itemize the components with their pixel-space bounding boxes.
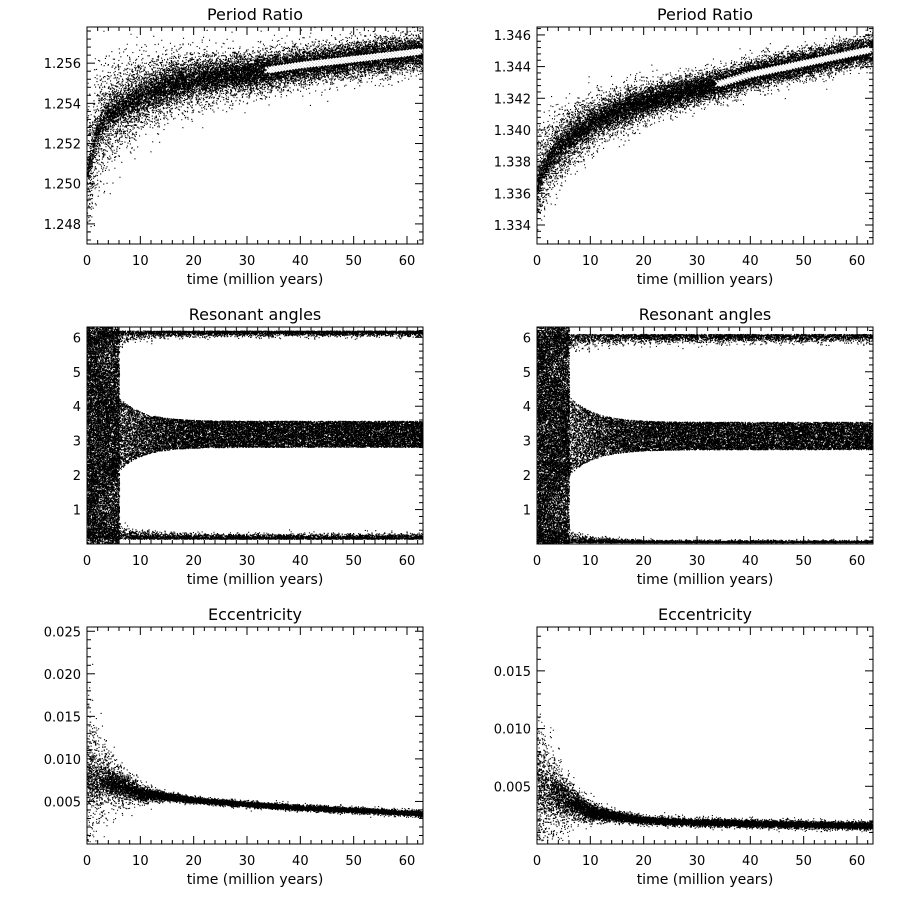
x-tick-label: 40 <box>742 254 759 269</box>
x-tick-label: 30 <box>239 254 256 269</box>
x-tick-label: 50 <box>795 854 812 869</box>
y-tick-label: 0.005 <box>494 780 531 795</box>
x-tick-label: 60 <box>849 854 866 869</box>
y-tick-label: 5 <box>73 366 81 381</box>
x-tick-label: 50 <box>345 554 362 569</box>
y-tick-label: 1.334 <box>494 219 531 234</box>
chart-title: Period Ratio <box>657 5 753 24</box>
x-tick-label: 10 <box>582 854 599 869</box>
x-tick-label: 40 <box>742 854 759 869</box>
x-tick-label: 0 <box>83 854 91 869</box>
x-tick-label: 60 <box>399 254 416 269</box>
x-tick-label: 10 <box>582 554 599 569</box>
y-tick-label: 0.020 <box>44 668 81 683</box>
x-tick-label: 20 <box>185 554 202 569</box>
chart-title: Eccentricity <box>208 605 302 624</box>
x-axis-label: time (million years) <box>187 872 324 888</box>
y-tick-label: 1.254 <box>44 97 81 112</box>
x-tick-label: 30 <box>689 854 706 869</box>
y-tick-label: 1 <box>73 504 81 519</box>
y-tick-label: 0.015 <box>44 710 81 725</box>
x-tick-label: 40 <box>292 554 309 569</box>
y-tick-label: 0.005 <box>44 795 81 810</box>
chart-title: Eccentricity <box>658 605 752 624</box>
x-tick-label: 50 <box>345 254 362 269</box>
y-tick-label: 6 <box>73 331 81 346</box>
y-tick-label: 2 <box>73 469 81 484</box>
x-tick-label: 60 <box>849 554 866 569</box>
x-tick-label: 50 <box>345 854 362 869</box>
x-tick-label: 10 <box>132 554 149 569</box>
y-tick-label: 4 <box>523 400 531 415</box>
y-tick-label: 5 <box>523 366 531 381</box>
x-tick-label: 50 <box>795 254 812 269</box>
x-tick-label: 60 <box>849 254 866 269</box>
y-tick-label: 1.248 <box>44 218 81 233</box>
x-axis-label: time (million years) <box>187 572 324 588</box>
y-tick-label: 4 <box>73 400 81 415</box>
y-tick-label: 0.025 <box>44 625 81 640</box>
x-tick-label: 40 <box>742 554 759 569</box>
x-tick-label: 30 <box>689 254 706 269</box>
y-tick-label: 1.346 <box>494 29 531 44</box>
x-axis-label: time (million years) <box>637 272 774 288</box>
x-axis-label: time (million years) <box>637 872 774 888</box>
y-tick-label: 1.250 <box>44 178 81 193</box>
x-tick-label: 60 <box>399 854 416 869</box>
x-axis-label: time (million years) <box>187 272 324 288</box>
x-tick-label: 0 <box>533 554 541 569</box>
y-tick-label: 3 <box>73 435 81 450</box>
x-axis-label: time (million years) <box>637 572 774 588</box>
y-tick-label: 6 <box>523 331 531 346</box>
x-tick-label: 10 <box>582 254 599 269</box>
y-tick-label: 1.344 <box>494 61 531 76</box>
x-tick-label: 30 <box>239 854 256 869</box>
y-tick-label: 2 <box>523 469 531 484</box>
x-tick-label: 10 <box>132 254 149 269</box>
x-tick-label: 40 <box>292 254 309 269</box>
chart-title: Resonant angles <box>639 305 772 324</box>
x-tick-label: 30 <box>239 554 256 569</box>
x-tick-label: 20 <box>635 554 652 569</box>
x-tick-label: 20 <box>185 854 202 869</box>
x-tick-label: 10 <box>132 854 149 869</box>
y-tick-label: 3 <box>523 435 531 450</box>
x-tick-label: 40 <box>292 854 309 869</box>
x-tick-label: 0 <box>83 254 91 269</box>
x-tick-label: 50 <box>795 554 812 569</box>
y-tick-label: 1.252 <box>44 138 81 153</box>
x-tick-label: 20 <box>635 254 652 269</box>
y-tick-label: 1.338 <box>494 156 531 171</box>
y-tick-label: 1.342 <box>494 92 531 107</box>
x-tick-label: 0 <box>533 254 541 269</box>
x-tick-label: 0 <box>83 554 91 569</box>
x-tick-label: 20 <box>185 254 202 269</box>
y-tick-label: 1.336 <box>494 187 531 202</box>
y-tick-label: 0.015 <box>494 665 531 680</box>
x-tick-label: 0 <box>533 854 541 869</box>
y-tick-label: 0.010 <box>44 753 81 768</box>
x-tick-label: 60 <box>399 554 416 569</box>
y-tick-label: 1.340 <box>494 124 531 139</box>
x-tick-label: 30 <box>689 554 706 569</box>
y-tick-label: 1.256 <box>44 57 81 72</box>
y-tick-label: 1 <box>523 504 531 519</box>
x-tick-label: 20 <box>635 854 652 869</box>
chart-title: Resonant angles <box>189 305 322 324</box>
chart-title: Period Ratio <box>207 5 303 24</box>
y-tick-label: 0.010 <box>494 723 531 738</box>
